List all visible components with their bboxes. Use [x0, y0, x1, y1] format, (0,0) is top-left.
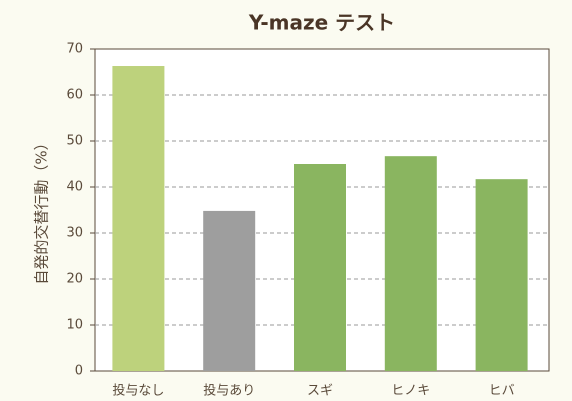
- y-tick-label: 30: [66, 226, 83, 241]
- y-tick-label: 40: [66, 180, 83, 195]
- x-tick-label: スギ: [307, 384, 333, 399]
- bar: [384, 156, 437, 371]
- x-tick-label: ヒノキ: [391, 384, 430, 399]
- y-axis-label: 自発的交替行動（%）: [33, 135, 51, 284]
- bar: [294, 164, 346, 371]
- y-tick-label: 10: [66, 318, 83, 333]
- x-tick-label: 投与なし: [112, 383, 164, 399]
- x-tick-label: ヒバ: [489, 384, 515, 399]
- y-tick-label: 0: [75, 364, 83, 379]
- x-tick-label: 投与あり: [203, 383, 255, 399]
- y-tick-label: 50: [66, 134, 83, 149]
- y-tick-label: 20: [66, 272, 83, 287]
- bar: [475, 179, 528, 371]
- bar: [112, 66, 165, 372]
- chart-title: Y-maze テスト: [248, 11, 395, 35]
- y-tick-label: 70: [66, 42, 83, 57]
- bar: [203, 210, 256, 371]
- y-tick-label: 60: [66, 88, 83, 103]
